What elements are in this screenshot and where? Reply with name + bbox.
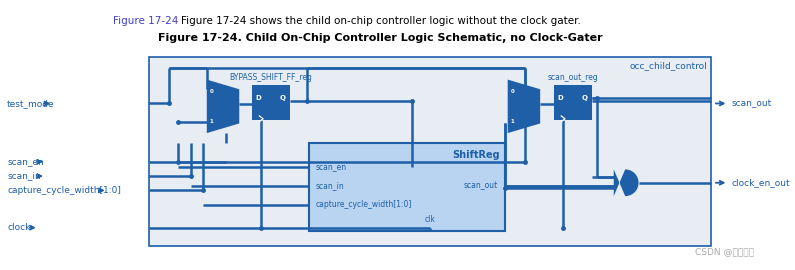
Text: Q: Q xyxy=(280,95,286,102)
Polygon shape xyxy=(207,80,239,133)
Text: scan_out: scan_out xyxy=(464,181,498,190)
Text: scan_en: scan_en xyxy=(7,157,44,166)
Text: CSDN @华子闭嘴: CSDN @华子闭嘴 xyxy=(695,247,754,256)
Text: 1: 1 xyxy=(210,119,213,124)
Text: BYPASS_SHIFT_FF_reg: BYPASS_SHIFT_FF_reg xyxy=(229,73,312,82)
Text: scan_in: scan_in xyxy=(7,171,41,181)
Text: occ_child_control: occ_child_control xyxy=(630,62,708,70)
Text: clk: clk xyxy=(425,215,436,224)
Text: scan_out: scan_out xyxy=(731,99,771,108)
Text: test_mode: test_mode xyxy=(7,99,55,108)
Polygon shape xyxy=(508,80,540,133)
Text: scan_en: scan_en xyxy=(316,162,347,171)
Text: clock: clock xyxy=(7,223,30,232)
Text: ShiftReg: ShiftReg xyxy=(452,150,500,160)
Text: clock_en_out: clock_en_out xyxy=(731,178,790,187)
Text: Figure 17-24 shows the child on-chip controller logic without the clock gater.: Figure 17-24 shows the child on-chip con… xyxy=(180,16,580,26)
Text: D: D xyxy=(557,95,563,102)
Text: scan_out_reg: scan_out_reg xyxy=(547,73,598,82)
Text: scan_in: scan_in xyxy=(316,181,344,190)
Bar xyxy=(149,57,712,246)
Text: 0: 0 xyxy=(510,89,514,94)
Text: 1: 1 xyxy=(510,119,514,124)
Text: capture_cycle_width[1:0]: capture_cycle_width[1:0] xyxy=(316,200,412,209)
Text: Q: Q xyxy=(582,95,588,102)
Text: Figure 17-24. Child On-Chip Controller Logic Schematic, no Clock-Gater: Figure 17-24. Child On-Chip Controller L… xyxy=(158,33,603,43)
Bar xyxy=(252,85,290,120)
Text: D: D xyxy=(255,95,262,102)
Text: 0: 0 xyxy=(210,89,213,94)
Text: capture_cycle_width[1:0]: capture_cycle_width[1:0] xyxy=(7,186,121,195)
Polygon shape xyxy=(614,169,638,196)
Bar xyxy=(553,85,591,120)
Bar xyxy=(309,143,505,231)
Text: Figure 17-24: Figure 17-24 xyxy=(113,16,179,26)
